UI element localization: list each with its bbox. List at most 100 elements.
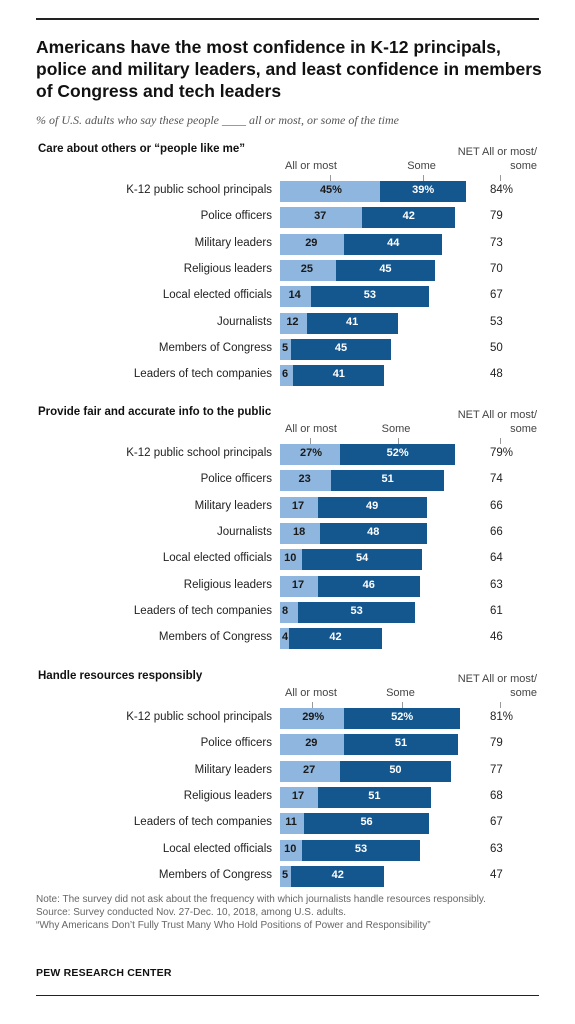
legend-all-or-most: All or most — [285, 160, 337, 172]
panel-title: Provide fair and accurate info to the pu… — [38, 406, 272, 418]
value-some: 44 — [387, 236, 400, 249]
bar-some — [317, 575, 420, 597]
value-all-or-most: 11 — [285, 816, 297, 829]
chart-panel-2: Provide fair and accurate info to the pu… — [0, 406, 575, 654]
value-net: 66 — [490, 525, 503, 538]
bar-row: Members of Congress 5 45 50 — [0, 338, 575, 360]
value-all-or-most: 25 — [300, 262, 313, 275]
bar-row: Military leaders 27 50 77 — [0, 760, 575, 782]
bar-some — [362, 207, 456, 229]
value-all-or-most: 14 — [288, 289, 301, 302]
category-label: K-12 public school principals — [126, 184, 272, 196]
value-net: 74 — [490, 473, 503, 486]
note-text: Note: The survey did not ask about the f… — [36, 894, 486, 905]
value-all-or-most: 17 — [291, 789, 305, 802]
value-all-or-most: 23 — [298, 473, 311, 486]
value-some: 48 — [367, 525, 380, 538]
category-label: Leaders of tech companies — [133, 604, 272, 617]
bar-row: Local elected officials 10 54 64 — [0, 549, 575, 571]
bar-some — [319, 522, 427, 544]
value-all-or-most: 5 — [282, 868, 289, 881]
value-all-or-most: 29% — [302, 711, 325, 723]
value-net: 68 — [490, 789, 503, 802]
value-net: 67 — [490, 816, 503, 829]
bar-some — [331, 470, 445, 492]
bar-all-or-most — [280, 813, 305, 835]
bar-all-or-most — [280, 760, 340, 782]
category-label: Members of Congress — [158, 868, 272, 881]
value-net: 50 — [490, 341, 503, 354]
value-all-or-most: 37 — [314, 210, 327, 223]
bar-row: Leaders of tech companies 6 41 48 — [0, 365, 575, 387]
value-all-or-most: 6 — [282, 368, 289, 381]
value-all-or-most: 12 — [286, 315, 299, 328]
legend-some: Some — [381, 423, 411, 435]
category-label: Journalists — [217, 525, 272, 538]
bar-row: Religious leaders 17 46 63 — [0, 575, 575, 597]
category-label: Police officers — [200, 473, 272, 486]
bar-all-or-most — [280, 444, 340, 465]
bar-all-or-most — [280, 549, 303, 571]
bar-all-or-most — [280, 708, 345, 729]
bar-all-or-most — [280, 865, 292, 887]
bar-all-or-most — [280, 312, 307, 334]
value-net: 46 — [490, 631, 503, 644]
legend-tick-some — [397, 438, 399, 444]
net-header: NET All or most/some — [457, 673, 537, 699]
value-all-or-most: 8 — [282, 604, 289, 617]
bar-some — [379, 181, 467, 202]
bar-some — [302, 839, 420, 861]
category-label: Journalists — [217, 315, 272, 328]
legend-all-or-most: All or most — [285, 687, 337, 699]
value-all-or-most: 10 — [284, 552, 297, 565]
brand-logo-text: PEW RESEARCH CENTER — [36, 967, 172, 979]
category-label: K-12 public school principals — [126, 711, 272, 723]
value-net: 61 — [490, 604, 503, 617]
bar-row: Police officers 37 42 79 — [0, 207, 575, 229]
value-some: 45 — [334, 341, 348, 354]
bar-row: K-12 public school principals 29% 52% 81% — [0, 708, 575, 729]
value-all-or-most: 4 — [282, 631, 289, 644]
bar-all-or-most — [280, 601, 298, 623]
value-all-or-most: 18 — [292, 525, 306, 538]
bar-all-or-most — [280, 338, 292, 360]
value-some: 42 — [329, 631, 342, 644]
legend-tick-net — [500, 175, 501, 181]
value-some: 42 — [331, 868, 344, 881]
net-header: NET All or most/some — [457, 146, 537, 172]
legend-tick-all-or-most — [329, 175, 331, 181]
category-label: Local elected officials — [162, 842, 272, 855]
legend-tick-all-or-most — [309, 438, 311, 444]
bar-row: Military leaders 29 44 73 — [0, 233, 575, 255]
bar-some — [344, 233, 443, 255]
source-text: Source: Survey conducted Nov. 27-Dec. 10… — [36, 907, 346, 918]
value-all-or-most: 27% — [299, 447, 322, 459]
legend-tick-net — [500, 702, 501, 708]
value-some: 51 — [394, 737, 408, 750]
value-some: 46 — [362, 578, 375, 591]
category-label: Military leaders — [194, 763, 272, 776]
bar-all-or-most — [280, 496, 318, 518]
category-label: Religious leaders — [183, 578, 272, 591]
value-some: 41 — [332, 368, 345, 381]
bottom-rule — [36, 995, 539, 996]
value-net: 81% — [490, 711, 514, 723]
category-label: Members of Congress — [158, 631, 272, 644]
value-net: 48 — [490, 368, 503, 381]
bar-some — [311, 286, 429, 308]
bar-row: K-12 public school principals 27% 52% 79% — [0, 444, 575, 465]
category-label: K-12 public school principals — [126, 447, 272, 459]
value-net: 84% — [490, 184, 514, 196]
value-net: 70 — [490, 262, 503, 275]
value-some: 49 — [365, 499, 379, 512]
value-some: 51 — [381, 473, 394, 486]
bar-row: Leaders of tech companies 8 53 61 — [0, 601, 575, 623]
bar-all-or-most — [280, 207, 363, 229]
bar-some — [297, 601, 416, 623]
legend-some: Some — [407, 160, 436, 172]
value-some: 53 — [354, 842, 368, 855]
legend-some: Some — [386, 687, 415, 699]
value-net: 79 — [490, 210, 503, 223]
bar-all-or-most — [280, 286, 312, 308]
category-label: Leaders of tech companies — [133, 368, 272, 381]
